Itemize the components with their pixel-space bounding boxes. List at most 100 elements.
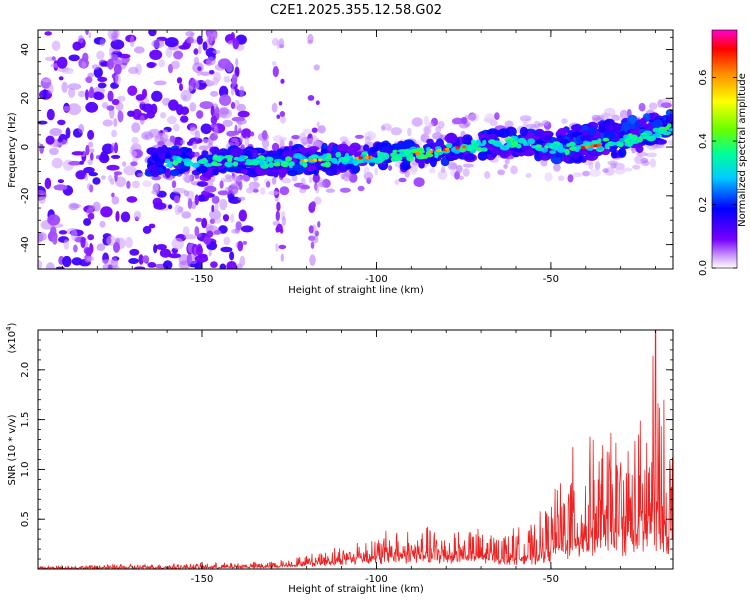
spectrogram-blob xyxy=(510,165,518,175)
spectrogram-blob xyxy=(230,147,243,158)
spectrogram-blob xyxy=(41,78,53,83)
spectrogram-blob xyxy=(92,201,101,212)
spectrogram-blob xyxy=(91,64,100,70)
spectrogram-blob xyxy=(276,114,281,119)
spectrogram-blob xyxy=(73,244,78,253)
spectrogram-blob xyxy=(236,158,246,162)
spectrogram-blob xyxy=(268,190,280,196)
spectrogram-blob xyxy=(189,102,197,112)
spectrogram-blob xyxy=(196,245,203,256)
spectrogram-blob xyxy=(193,48,199,55)
spectrogram-blob xyxy=(455,146,460,150)
spectrogram-x-label: Height of straight line (km) xyxy=(288,285,424,296)
spectrogram-blob xyxy=(102,119,114,127)
spectrogram-blob xyxy=(522,139,528,146)
spectrogram-blob xyxy=(44,31,52,36)
spectrogram-blob xyxy=(652,127,660,133)
spectrogram-blob xyxy=(202,41,208,51)
spectrogram-blob xyxy=(265,181,271,188)
spectrogram-blob xyxy=(445,147,450,151)
spectrogram-blob xyxy=(180,115,189,123)
spectrogram-blob xyxy=(128,258,140,264)
spectrogram-blob xyxy=(176,77,183,84)
spectrogram-blob xyxy=(211,195,220,204)
spectrogram-blob xyxy=(182,173,193,183)
spectrogram-blob xyxy=(48,83,54,95)
spectrogram-blob xyxy=(364,136,371,145)
spectrogram-blob xyxy=(325,188,335,193)
spectrogram-blob xyxy=(82,52,89,62)
spectrogram-blob xyxy=(668,139,673,146)
spectrogram-blob xyxy=(649,158,657,168)
spectrogram-blob xyxy=(350,164,361,174)
spectrogram-blob xyxy=(280,78,285,84)
spectrogram-blob xyxy=(231,188,239,195)
spectrogram-blob xyxy=(195,217,203,222)
spectrogram-blob xyxy=(196,110,204,119)
spectrogram-blob xyxy=(114,73,121,85)
spectrogram-blob xyxy=(208,70,215,75)
spectrogram-blob xyxy=(667,113,673,123)
spectrogram-blob xyxy=(122,161,127,167)
spectrogram-blob xyxy=(214,202,219,211)
spectrogram-blob xyxy=(316,121,320,128)
spectrogram-blob xyxy=(57,137,63,143)
spectrogram-blob xyxy=(109,46,113,59)
snr-x-label: Height of straight line (km) xyxy=(288,584,424,595)
spectrogram-blob xyxy=(165,47,173,58)
spectrogram-blob xyxy=(158,59,166,68)
spectrogram-blob xyxy=(148,223,156,229)
spectrogram-blob xyxy=(582,170,591,177)
snr-x-tick-label: -150 xyxy=(191,574,214,585)
spectrogram-blob xyxy=(468,113,480,122)
spectrogram-blob xyxy=(392,149,398,153)
spectrogram-blob xyxy=(144,133,149,139)
spectrogram-blob xyxy=(645,152,657,158)
spectrogram-blob xyxy=(250,131,255,137)
spectrogram-blob xyxy=(194,194,199,206)
spectrogram-blob xyxy=(172,123,180,132)
spectrogram-blob xyxy=(194,254,209,263)
spectrogram-blob xyxy=(557,127,568,136)
spectrogram-blob xyxy=(497,169,505,176)
spectrogram-blob xyxy=(68,160,82,166)
spectrogram-blob xyxy=(308,158,314,162)
spectrogram-blob xyxy=(107,90,114,102)
snr-x-tick-label: -100 xyxy=(365,574,388,585)
spectrogram-blob xyxy=(224,177,233,183)
spectrogram-blob xyxy=(85,101,99,113)
spectrogram-frame xyxy=(37,29,674,270)
spectrogram-blob xyxy=(68,54,80,62)
spectrogram-blob xyxy=(467,146,476,150)
spectrogram-blob xyxy=(607,160,619,166)
spectrogram-blob xyxy=(454,171,460,180)
spectrogram-blob xyxy=(571,152,579,160)
spectrogram-blob xyxy=(310,154,319,159)
spectrogram-blob xyxy=(198,45,202,55)
spectrogram-blob xyxy=(429,167,436,174)
spectrogram-blob xyxy=(549,150,556,155)
snr-y-tick-label: 1.0 xyxy=(20,461,31,477)
spectrogram-blob xyxy=(588,161,594,170)
spectrogram-blob xyxy=(130,161,138,167)
spectrogram-blob xyxy=(426,138,434,145)
spectrogram-blob xyxy=(68,87,76,98)
spectrogram-blob xyxy=(111,73,116,79)
spectrogram-blob xyxy=(213,230,222,235)
colorbar: 0.0 0.2 0.4 0.6 Normalized spectral amplitu… xyxy=(698,29,748,276)
spectrogram-blob xyxy=(180,139,186,145)
spectrogram-blob xyxy=(110,257,119,269)
spectrogram-blob xyxy=(657,129,667,135)
spectrogram-blob xyxy=(310,201,316,209)
spectrogram-blob xyxy=(72,41,82,51)
spectrogram-blob xyxy=(97,82,107,89)
spectrogram-blob xyxy=(198,158,209,165)
spectrogram-y-tick-label: -20 xyxy=(20,188,31,204)
spectrogram-blob xyxy=(169,135,176,143)
spectrogram-blob xyxy=(281,178,292,184)
spectrogram-blob xyxy=(232,38,240,50)
spectrogram-blob xyxy=(111,35,117,42)
spectrogram-blob xyxy=(610,125,621,132)
spectrogram-blob xyxy=(165,163,174,168)
colorbar-gradient xyxy=(711,29,738,269)
